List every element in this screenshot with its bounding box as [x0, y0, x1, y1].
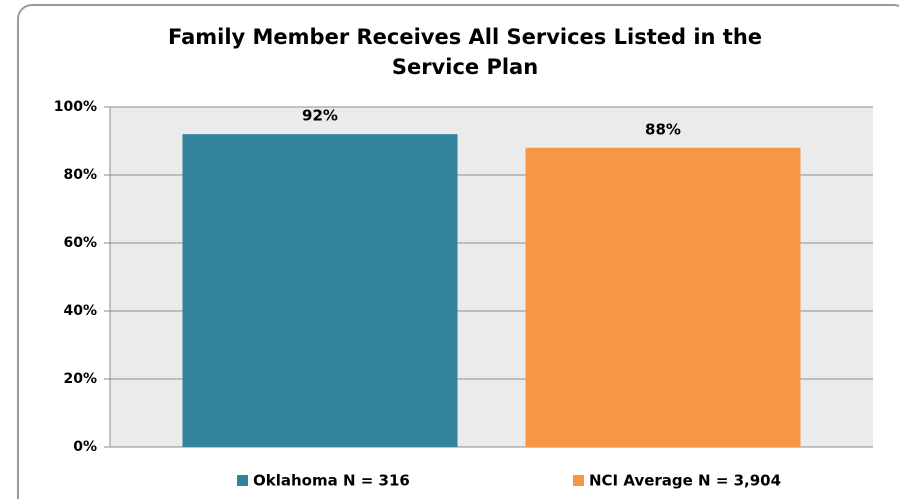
bar: [525, 147, 801, 448]
legend-label: Oklahoma N = 316: [253, 472, 410, 490]
data-label: 92%: [302, 107, 338, 125]
y-tick-label: 80%: [63, 167, 97, 183]
legend-swatch: [573, 475, 584, 486]
chart-title: Service Plan: [392, 55, 538, 79]
y-tick-label: 60%: [63, 235, 97, 251]
y-tick-label: 40%: [63, 303, 97, 319]
chart-title: Family Member Receives All Services List…: [168, 25, 762, 49]
y-tick-label: 20%: [63, 371, 97, 387]
legend-label: NCI Average N = 3,904: [589, 472, 781, 490]
legend-swatch: [237, 475, 248, 486]
y-tick-label: 0%: [73, 439, 97, 455]
bar: [182, 134, 458, 447]
y-tick-label: 100%: [54, 99, 97, 115]
data-label: 88%: [645, 120, 681, 138]
